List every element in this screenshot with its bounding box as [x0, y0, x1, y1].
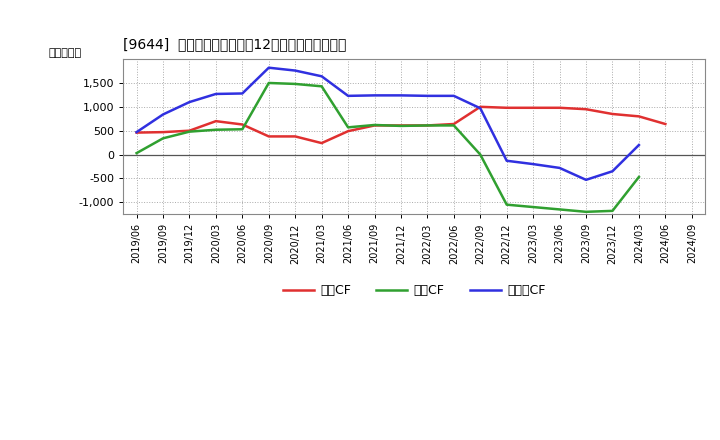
フリーCF [555, 165, 564, 171]
投資CF [397, 123, 405, 128]
フリーCF [158, 112, 167, 117]
営業CF [476, 104, 485, 110]
Line: 営業CF: 営業CF [137, 107, 665, 143]
Line: フリーCF: フリーCF [137, 68, 639, 180]
フリーCF [212, 92, 220, 97]
フリーCF [370, 93, 379, 98]
フリーCF [318, 73, 326, 79]
営業CF [449, 121, 458, 127]
投資CF [449, 123, 458, 128]
Text: [9644]  キャッシュフローの12か月移動合計の推移: [9644] キャッシュフローの12か月移動合計の推移 [123, 37, 347, 51]
営業CF [661, 121, 670, 127]
営業CF [264, 134, 273, 139]
投資CF [528, 205, 537, 210]
Legend: 営業CF, 投資CF, フリーCF: 営業CF, 投資CF, フリーCF [278, 279, 551, 302]
投資CF [423, 123, 432, 128]
営業CF [423, 123, 432, 128]
フリーCF [503, 158, 511, 163]
フリーCF [238, 91, 247, 96]
フリーCF [343, 93, 352, 99]
営業CF [238, 122, 247, 127]
フリーCF [634, 143, 643, 148]
フリーCF [608, 169, 617, 174]
フリーCF [397, 93, 405, 98]
投資CF [132, 150, 141, 156]
投資CF [634, 174, 643, 180]
営業CF [528, 105, 537, 110]
投資CF [343, 125, 352, 130]
フリーCF [476, 106, 485, 111]
投資CF [370, 122, 379, 128]
営業CF [634, 114, 643, 119]
投資CF [318, 84, 326, 89]
フリーCF [185, 99, 194, 105]
営業CF [397, 123, 405, 128]
フリーCF [582, 177, 590, 183]
Y-axis label: （百万円）: （百万円） [49, 48, 82, 58]
投資CF [158, 136, 167, 141]
営業CF [185, 128, 194, 133]
営業CF [212, 118, 220, 124]
投資CF [238, 127, 247, 132]
Line: 投資CF: 投資CF [137, 83, 639, 212]
フリーCF [264, 65, 273, 70]
営業CF [343, 128, 352, 134]
営業CF [582, 106, 590, 112]
投資CF [555, 207, 564, 212]
営業CF [370, 123, 379, 128]
営業CF [555, 105, 564, 110]
投資CF [503, 202, 511, 207]
営業CF [503, 105, 511, 110]
フリーCF [528, 161, 537, 167]
営業CF [158, 129, 167, 135]
営業CF [291, 134, 300, 139]
フリーCF [291, 68, 300, 73]
投資CF [185, 129, 194, 134]
投資CF [476, 152, 485, 157]
投資CF [608, 208, 617, 213]
フリーCF [132, 129, 141, 135]
営業CF [318, 140, 326, 146]
投資CF [582, 209, 590, 214]
営業CF [132, 130, 141, 135]
投資CF [264, 81, 273, 86]
フリーCF [449, 93, 458, 99]
投資CF [291, 81, 300, 87]
フリーCF [423, 93, 432, 99]
営業CF [608, 111, 617, 117]
投資CF [212, 127, 220, 132]
